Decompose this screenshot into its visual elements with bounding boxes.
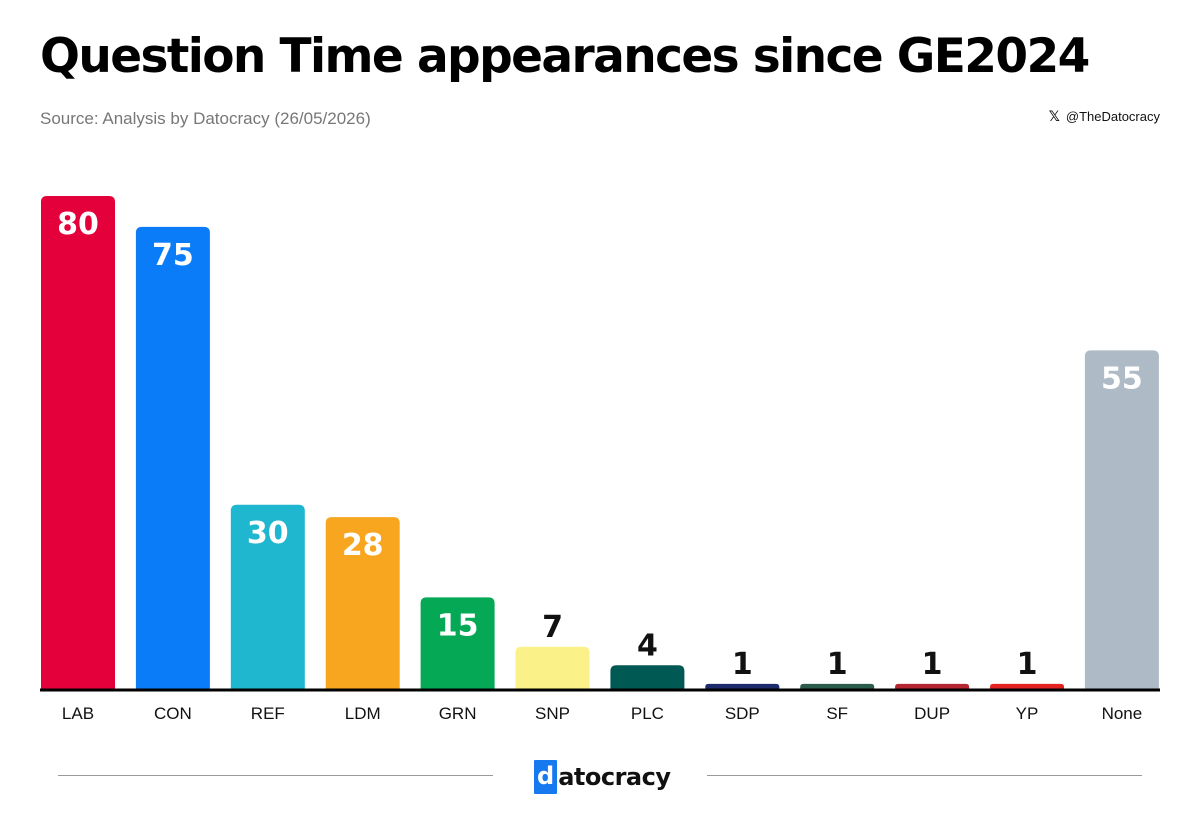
- data-label-ldm: 28: [342, 528, 384, 563]
- x-tick-label-yp: YP: [1016, 704, 1039, 723]
- bar-snp: [515, 646, 590, 690]
- x-tick-label-sf: SF: [826, 704, 848, 723]
- data-label-yp: 1: [1017, 647, 1038, 682]
- data-label-con: 75: [152, 238, 194, 273]
- data-label-plc: 4: [637, 628, 658, 663]
- x-tick-label-con: CON: [154, 704, 192, 723]
- bar-con: [135, 226, 210, 690]
- bar-lab: [41, 196, 115, 690]
- footer-divider-left: [58, 775, 493, 776]
- chart-source: Source: Analysis by Datocracy (26/05/202…: [40, 109, 371, 128]
- bar-sf: [800, 683, 875, 690]
- data-label-dup: 1: [922, 647, 943, 682]
- footer-divider-right: [707, 775, 1142, 776]
- datocracy-logo: d atocracy: [534, 760, 671, 794]
- data-label-snp: 7: [542, 610, 563, 645]
- x-tick-label-sdp: SDP: [725, 704, 760, 723]
- bar-none: [1084, 350, 1159, 690]
- x-logo-icon: 𝕏: [1048, 108, 1060, 125]
- data-label-none: 55: [1101, 361, 1143, 396]
- social-handle[interactable]: 𝕏 @TheDatocracy: [1049, 109, 1160, 124]
- logo-wordmark: atocracy: [558, 763, 671, 791]
- x-tick-label-none: None: [1102, 704, 1143, 723]
- x-tick-label-ref: REF: [251, 704, 285, 723]
- x-tick-label-dup: DUP: [914, 704, 950, 723]
- data-label-lab: 80: [57, 207, 99, 242]
- bar-dup: [895, 683, 970, 690]
- handle-text: @TheDatocracy: [1065, 109, 1160, 124]
- bar-grn: [420, 597, 495, 690]
- data-label-sdp: 1: [732, 647, 753, 682]
- bar-chart: 80 LAB 75 CON 30 REF 28 LDM 15 GRN 7 SNP 4 PLC 1 SDP 1 SF…: [40, 196, 1160, 723]
- x-tick-label-plc: PLC: [631, 704, 664, 723]
- bar-plc: [610, 665, 685, 690]
- bar-yp: [990, 683, 1064, 690]
- x-tick-label-ldm: LDM: [345, 704, 381, 723]
- x-tick-label-lab: LAB: [62, 704, 94, 723]
- x-tick-label-snp: SNP: [535, 704, 570, 723]
- data-label-ref: 30: [247, 516, 289, 551]
- logo-d-mark: d: [534, 760, 558, 794]
- data-label-sf: 1: [827, 647, 848, 682]
- bar-sdp: [705, 683, 780, 690]
- x-tick-label-grn: GRN: [439, 704, 477, 723]
- data-label-grn: 15: [437, 608, 479, 643]
- bar-ldm: [325, 517, 400, 690]
- chart-title: Question Time appearances since GE2024: [40, 29, 1090, 84]
- bar-ref: [230, 504, 305, 690]
